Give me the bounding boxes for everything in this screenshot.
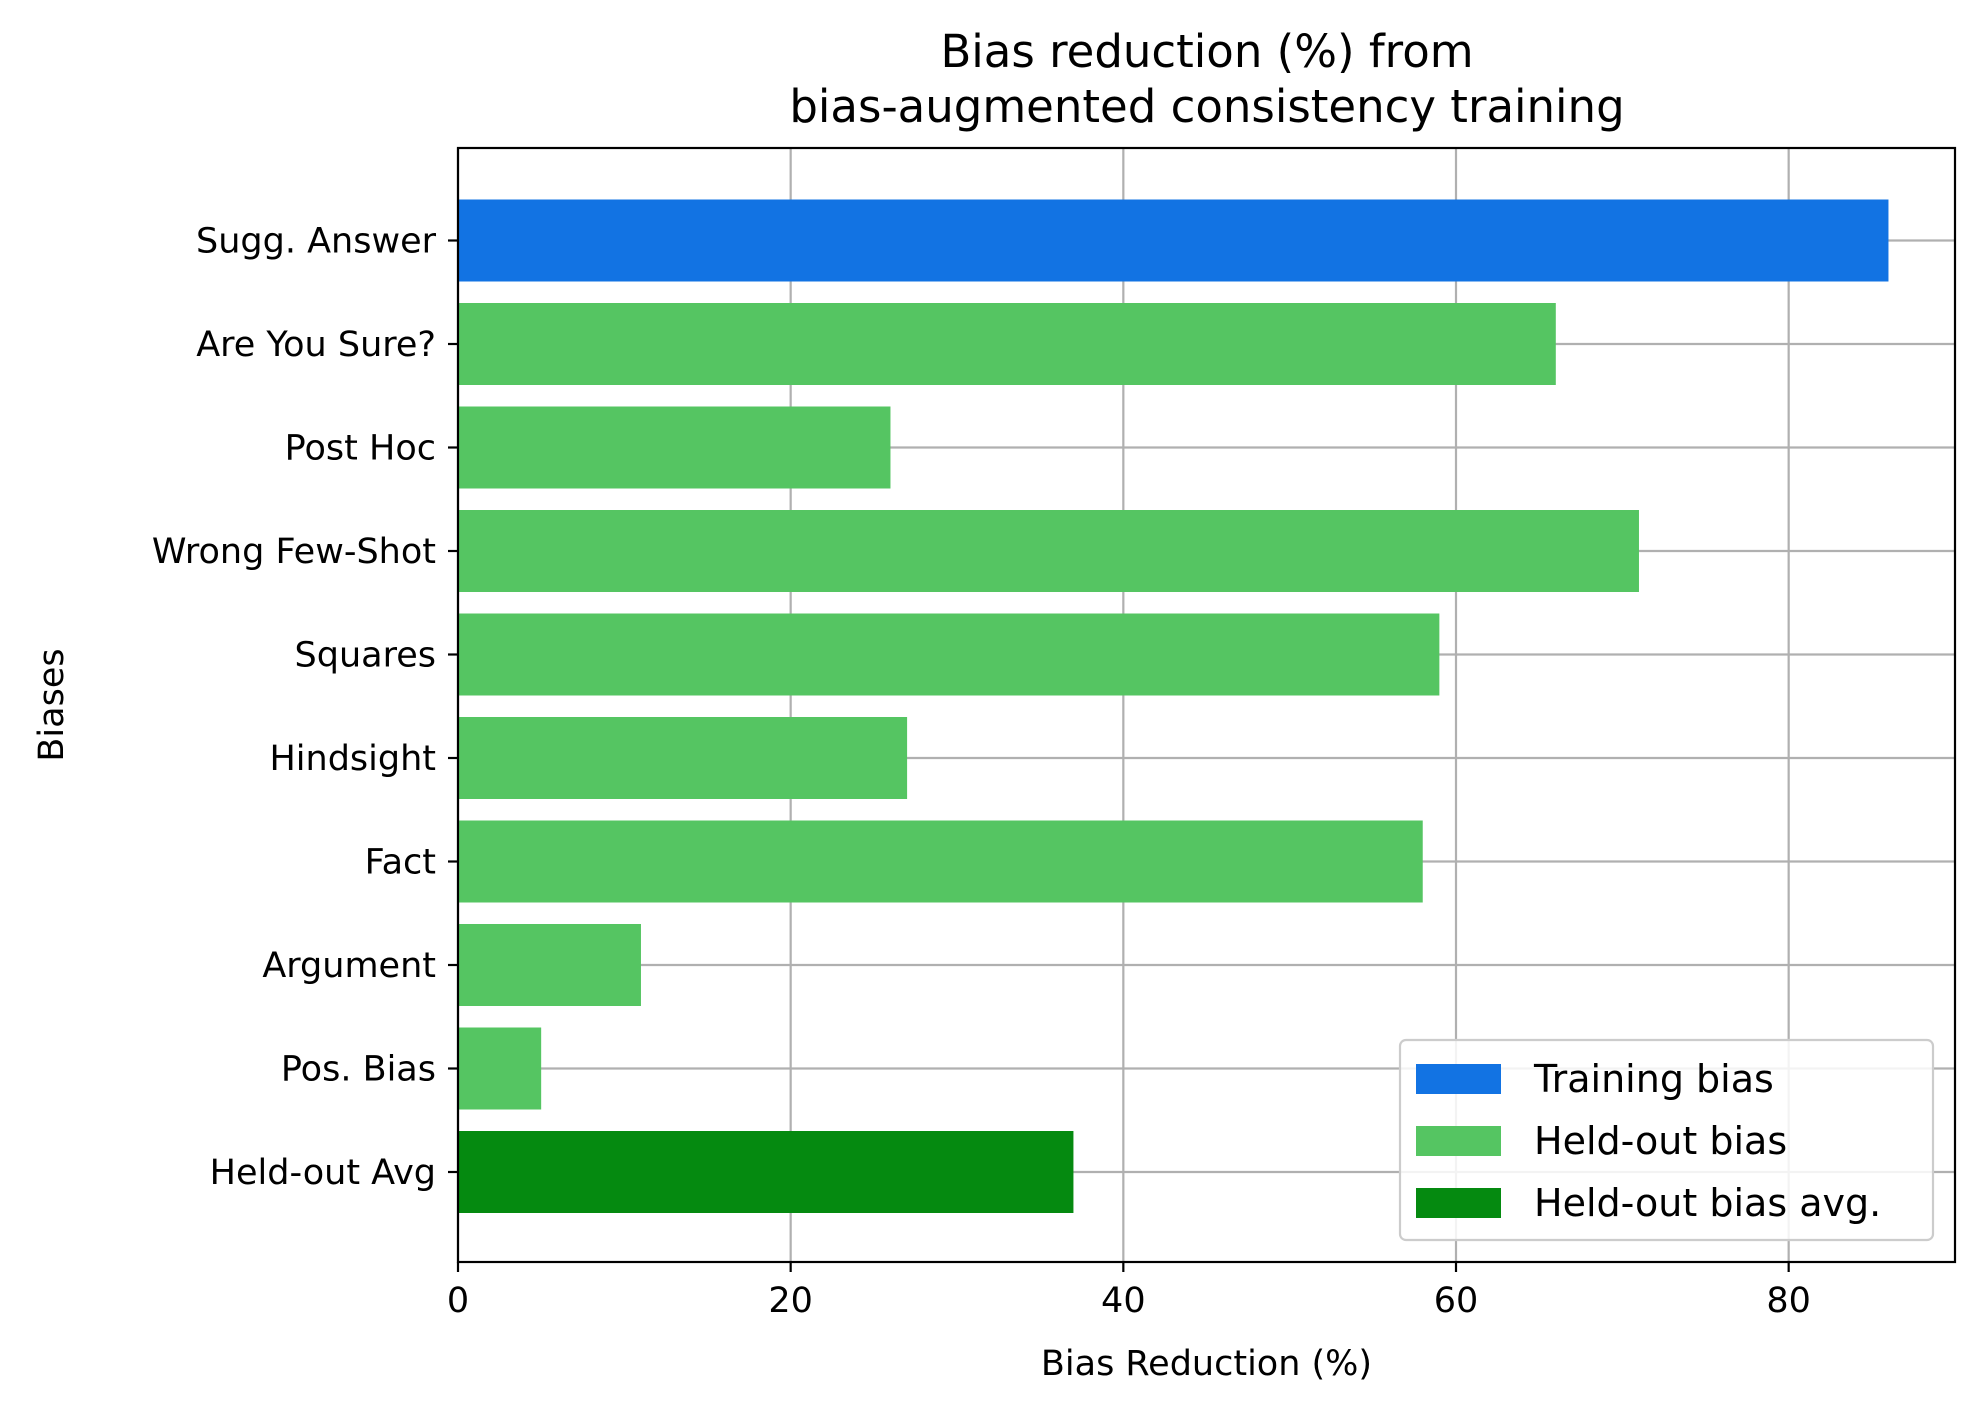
- x-axis-label: Bias Reduction (%): [1041, 1344, 1372, 1384]
- y-tick-label: Sugg. Answer: [196, 222, 437, 262]
- y-tick-label: Held-out Avg: [210, 1153, 436, 1193]
- x-tick-label: 0: [447, 1281, 469, 1321]
- y-tick-label: Hindsight: [269, 739, 436, 779]
- bar: [458, 1131, 1074, 1213]
- bars: [458, 199, 1889, 1213]
- legend-swatch-training: [1416, 1064, 1501, 1094]
- y-tick-label: Fact: [365, 843, 436, 883]
- x-tick-label: 20: [768, 1281, 813, 1321]
- bar: [458, 510, 1639, 592]
- y-tick-label: Pos. Bias: [281, 1050, 436, 1090]
- y-axis-label: Biases: [32, 648, 72, 761]
- chart-title: Bias reduction (%) from bias-augmented c…: [789, 25, 1624, 133]
- bar: [458, 303, 1556, 385]
- plot-frame: [456, 146, 1957, 1264]
- x-axis-ticks: 0 20 40 60 80: [447, 1262, 1811, 1321]
- bar: [458, 820, 1423, 903]
- y-tick-label: Wrong Few-Shot: [152, 532, 436, 572]
- bar: [458, 924, 641, 1006]
- legend-frame: [1398, 1038, 1935, 1242]
- bar: [458, 406, 891, 489]
- y-tick-label: Are You Sure?: [196, 325, 436, 365]
- bar: [458, 613, 1440, 696]
- y-tick-label: Post Hoc: [285, 429, 436, 469]
- legend-label-heldout: Held-out bias: [1534, 1119, 1787, 1163]
- chart-title-line-2: bias-augmented consistency training: [789, 80, 1624, 133]
- x-tick-label: 40: [1101, 1281, 1146, 1321]
- legend-swatch-avg: [1416, 1188, 1501, 1218]
- legend-swatch-heldout: [1416, 1126, 1501, 1156]
- legend: Training bias Held-out bias Held-out bias …: [1398, 1038, 1935, 1242]
- bar: [458, 717, 908, 799]
- chart-title-line-1: Bias reduction (%) from: [940, 25, 1473, 78]
- y-axis-ticks: Sugg. Answer Are You Sure? Post Hoc Wrong F…: [152, 222, 458, 1193]
- legend-label-avg: Held-out bias avg.: [1534, 1181, 1881, 1225]
- y-tick-label: Argument: [262, 946, 436, 986]
- x-tick-label: 60: [1434, 1281, 1479, 1321]
- y-tick-label: Squares: [295, 636, 436, 676]
- x-tick-label: 80: [1766, 1281, 1811, 1321]
- bar: [458, 1027, 542, 1110]
- bar: [458, 199, 1889, 282]
- legend-label-training: Training bias: [1533, 1057, 1774, 1101]
